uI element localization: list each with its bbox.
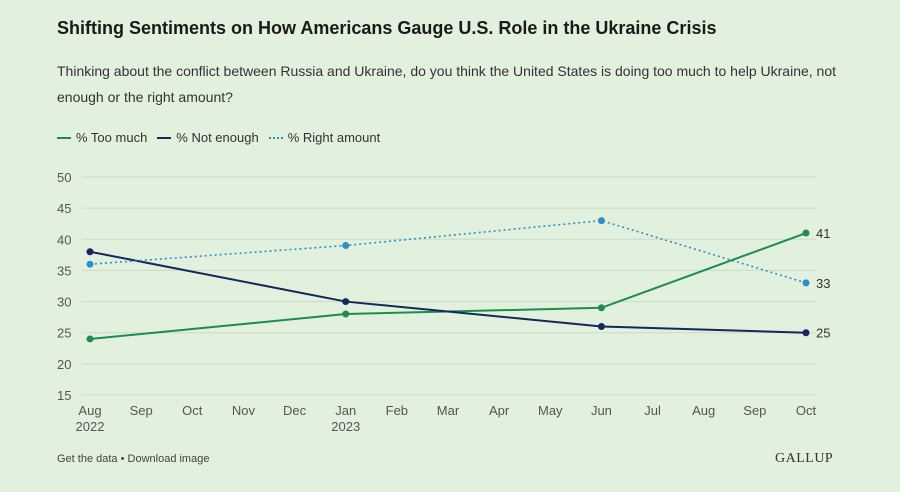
legend-swatch-too-much xyxy=(57,136,71,139)
legend-swatch-not-enough xyxy=(157,136,172,139)
brand-logo: GALLUP xyxy=(775,451,834,466)
y-tick-label: 40 xyxy=(57,232,71,247)
x-tick-label: Apr xyxy=(489,403,510,418)
data-point-too-much xyxy=(86,335,94,343)
legend-item-right-amount: % Right amount xyxy=(268,130,381,145)
x-tick-label: May xyxy=(538,403,563,418)
x-tick-label: Sep xyxy=(743,403,766,418)
data-point-not-enough xyxy=(86,248,94,256)
data-point-not-enough xyxy=(802,329,810,337)
data-point-not-enough xyxy=(597,322,605,330)
legend-label-right-amount: % Right amount xyxy=(287,130,381,145)
y-tick-label: 30 xyxy=(57,295,71,310)
end-value-label: 25 xyxy=(816,326,830,341)
x-tick-label: Jan xyxy=(335,403,356,418)
data-point-right-amount xyxy=(597,217,605,225)
download-image-link[interactable]: Download image xyxy=(127,453,210,465)
footer-links: Get the data • Download image xyxy=(57,453,209,465)
x-tick-label: Feb xyxy=(386,403,408,418)
x-tick-label: Oct xyxy=(182,403,203,418)
legend-swatch-right-amount xyxy=(268,136,283,139)
data-point-too-much xyxy=(597,304,605,312)
footer-separator: • xyxy=(117,453,128,465)
x-tick-label: Jul xyxy=(644,403,661,418)
end-value-label: 33 xyxy=(816,276,830,291)
series-line-right-amount xyxy=(89,219,807,284)
x-tick-label: Mar xyxy=(437,403,460,418)
chart-legend: % Too much % Not enough % Right amount xyxy=(57,130,390,145)
x-tick-label: Oct xyxy=(796,403,817,418)
x-tick-label: Aug xyxy=(692,403,715,418)
data-point-not-enough xyxy=(342,298,350,306)
legend-label-not-enough: % Not enough xyxy=(176,130,259,145)
x-tick-label: Nov xyxy=(232,403,256,418)
x-tick-year-label: 2022 xyxy=(76,419,105,434)
legend-item-not-enough: % Not enough xyxy=(157,130,259,145)
get-data-link[interactable]: Get the data xyxy=(57,453,118,465)
end-value-label: 41 xyxy=(816,226,830,241)
series-line-too-much xyxy=(89,232,807,340)
y-tick-label: 20 xyxy=(57,357,71,372)
y-tick-label: 45 xyxy=(57,201,71,216)
chart-subtitle: Thinking about the conflict between Russ… xyxy=(57,63,837,105)
data-point-right-amount xyxy=(802,279,810,287)
chart-title: Shifting Sentiments on How Americans Gau… xyxy=(57,18,717,38)
data-point-right-amount xyxy=(86,260,94,268)
x-tick-year-label: 2023 xyxy=(331,419,360,434)
x-tick-label: Sep xyxy=(130,403,153,418)
x-tick-label: Aug xyxy=(78,403,101,418)
x-tick-label: Dec xyxy=(283,403,307,418)
y-tick-label: 25 xyxy=(57,326,71,341)
y-tick-label: 50 xyxy=(57,170,71,185)
data-point-right-amount xyxy=(342,242,350,250)
x-tick-label: Jun xyxy=(591,403,612,418)
y-tick-label: 35 xyxy=(57,263,71,278)
data-point-too-much xyxy=(342,310,350,318)
legend-item-too-much: % Too much xyxy=(57,130,147,145)
data-point-too-much xyxy=(802,229,810,237)
legend-label-too-much: % Too much xyxy=(76,130,148,145)
series-line-not-enough xyxy=(89,250,807,334)
y-tick-label: 15 xyxy=(57,388,71,403)
